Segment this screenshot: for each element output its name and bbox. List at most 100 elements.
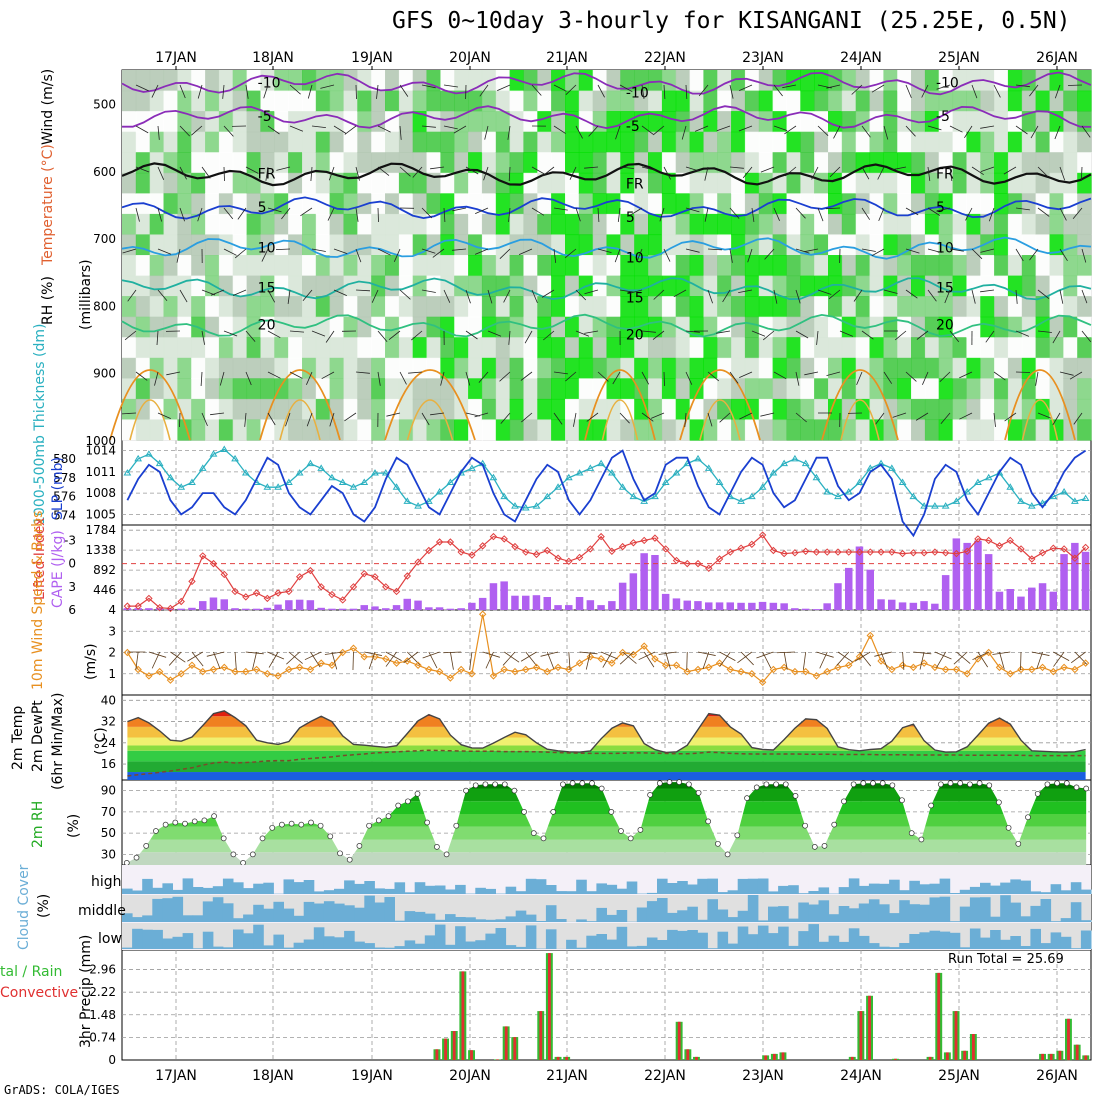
cloud-bar bbox=[980, 897, 991, 922]
thickness-point bbox=[640, 497, 649, 504]
wind-barb bbox=[949, 330, 960, 343]
rh-cell bbox=[841, 255, 857, 277]
date-label-top: 18JAN bbox=[252, 50, 294, 66]
cloud-bar bbox=[757, 920, 769, 922]
wind-speed-point bbox=[522, 665, 530, 674]
wind10-barb bbox=[187, 651, 203, 662]
wind-barb bbox=[421, 207, 433, 219]
li-point bbox=[662, 545, 670, 553]
wind-barb bbox=[742, 166, 753, 179]
wind-barb bbox=[157, 289, 168, 301]
cloud-bar bbox=[434, 919, 446, 922]
cloud-bar bbox=[909, 880, 920, 894]
wind10-barb bbox=[1031, 651, 1050, 656]
wind-speed-point bbox=[898, 661, 907, 669]
wind-barb bbox=[197, 84, 203, 99]
rh-cell bbox=[855, 337, 871, 359]
rh-cell bbox=[661, 337, 677, 359]
rh-cell bbox=[537, 255, 552, 277]
wind-barb bbox=[543, 330, 555, 341]
wind-barb bbox=[1035, 371, 1039, 386]
rh-cell bbox=[648, 172, 663, 194]
li-point bbox=[382, 583, 390, 591]
pressure-tick-label: 500 bbox=[93, 98, 116, 112]
rh-cell bbox=[731, 398, 746, 421]
rh-cell bbox=[994, 152, 1009, 174]
rh-cell bbox=[675, 337, 691, 359]
cloud-bar bbox=[162, 898, 173, 922]
cape-bar bbox=[177, 608, 185, 610]
cloud-bar bbox=[313, 891, 325, 894]
wind10-barb bbox=[1036, 651, 1043, 670]
rh-cell bbox=[412, 296, 428, 318]
rh-point bbox=[860, 780, 867, 787]
rh-cell bbox=[717, 70, 732, 92]
cloud-bar bbox=[455, 917, 466, 922]
rh-cell bbox=[565, 172, 580, 194]
wind-barb bbox=[333, 289, 347, 296]
wind10-barb bbox=[286, 651, 300, 665]
rh-cell bbox=[371, 131, 386, 153]
rh-cell bbox=[994, 357, 1009, 379]
wind-barb bbox=[179, 125, 190, 137]
cloud-bar bbox=[475, 940, 486, 949]
temp-band bbox=[127, 761, 1086, 773]
cloud-bar bbox=[1080, 920, 1092, 922]
cape-bar bbox=[608, 601, 616, 610]
wind-speed-point bbox=[941, 665, 950, 674]
wind-speed-point bbox=[177, 670, 185, 678]
thickness-point bbox=[134, 454, 143, 462]
cloud-bar bbox=[606, 884, 618, 894]
wind10-barb bbox=[268, 651, 279, 668]
rh-cell bbox=[412, 337, 428, 359]
wind10-barb bbox=[191, 651, 204, 667]
rh-cell bbox=[218, 255, 234, 277]
wind-barb bbox=[311, 330, 326, 337]
rh-cell bbox=[592, 90, 608, 112]
rh-point bbox=[230, 851, 237, 858]
rh-cell bbox=[897, 152, 912, 174]
cloud-bar bbox=[222, 878, 234, 894]
cloud-bar bbox=[233, 882, 244, 894]
wind-speed-point bbox=[435, 667, 444, 676]
rh-cell bbox=[703, 316, 718, 338]
rh-cell bbox=[786, 357, 801, 379]
rh-cell bbox=[744, 296, 760, 318]
rh-cell bbox=[509, 419, 524, 441]
thickness-point bbox=[306, 459, 315, 467]
wind-barb bbox=[707, 248, 723, 251]
wind10-barb bbox=[756, 651, 774, 659]
rh-cell bbox=[191, 296, 206, 318]
wind-barb bbox=[440, 371, 445, 386]
rh-point bbox=[1025, 814, 1031, 821]
rh-cell bbox=[980, 90, 995, 112]
cloud-bar bbox=[858, 885, 870, 894]
rh-cell bbox=[661, 275, 677, 297]
wind-barb bbox=[499, 371, 511, 382]
rh-point bbox=[676, 779, 683, 785]
rh-cell bbox=[675, 70, 691, 92]
rh-point bbox=[453, 822, 460, 829]
rh-point bbox=[724, 851, 731, 858]
rh-cell bbox=[911, 193, 926, 215]
wind-barb bbox=[739, 371, 753, 378]
rh-cell bbox=[329, 296, 344, 318]
rh-cell bbox=[135, 152, 151, 174]
cape-bar bbox=[166, 608, 175, 610]
rh-cell bbox=[274, 234, 289, 256]
rh-cell bbox=[509, 398, 524, 421]
rh-cell bbox=[606, 419, 621, 441]
rh-cell bbox=[661, 316, 677, 338]
chart-marks: -10-10-10-5-5-5FRFRFR5551010101515152020… bbox=[109, 70, 1092, 1061]
wind-barb bbox=[659, 207, 665, 222]
rh-cell bbox=[122, 398, 137, 421]
rh-cell bbox=[897, 398, 912, 421]
wind-barb bbox=[905, 289, 918, 299]
rh-cell bbox=[329, 131, 344, 153]
rh-cell bbox=[911, 296, 926, 318]
rh-cell bbox=[232, 234, 248, 256]
wind-barb bbox=[851, 84, 863, 95]
rh-cell bbox=[412, 378, 428, 400]
rh-cell bbox=[952, 70, 967, 92]
rh-cell bbox=[274, 378, 289, 400]
